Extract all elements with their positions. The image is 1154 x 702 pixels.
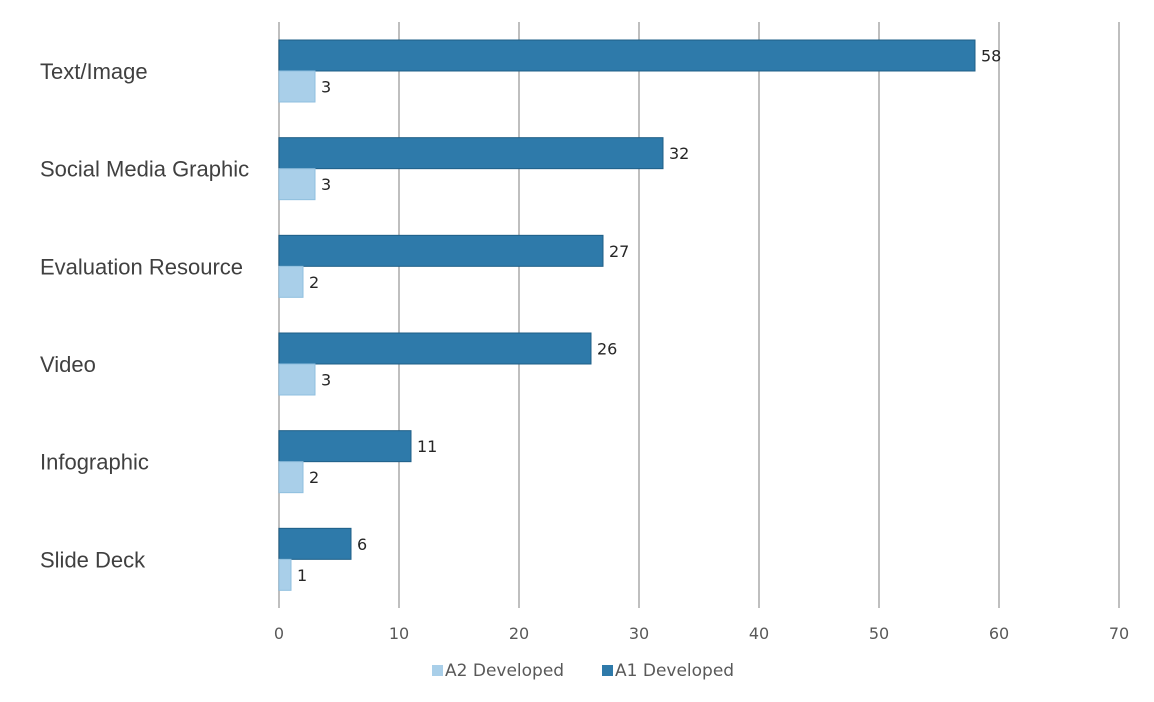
bar-a2-developed-video — [278, 363, 316, 396]
bar-a2-developed-infographic — [278, 461, 304, 494]
value-axis: 0 10 20 30 40 50 60 70 — [274, 624, 1129, 643]
data-label-a2-developed-social-media-graphic: 3 — [321, 175, 331, 194]
bar-a1-developed-infographic — [278, 430, 412, 463]
bar-a1-developed-social-media-graphic — [278, 137, 664, 170]
bars — [278, 39, 976, 591]
data-label-a2-developed-infographic: 2 — [309, 468, 319, 487]
data-label-a2-developed-slide-deck: 1 — [297, 566, 307, 585]
data-label-a1-developed-social-media-graphic: 32 — [669, 144, 689, 163]
category-label-social-media-graphic: Social Media Graphic — [40, 157, 249, 182]
data-label-a2-developed-text-image: 3 — [321, 78, 331, 97]
legend-swatch-a2-developed — [432, 665, 443, 676]
x-tick-label: 20 — [509, 624, 529, 643]
category-label-slide-deck: Slide Deck — [40, 547, 146, 572]
category-axis: Text/Image Social Media Graphic Evaluation… — [40, 59, 249, 572]
x-tick-label: 70 — [1109, 624, 1129, 643]
data-label-a2-developed-video: 3 — [321, 371, 331, 390]
bar-a1-developed-video — [278, 332, 592, 365]
bar-a2-developed-text-image — [278, 70, 316, 103]
x-tick-label: 10 — [389, 624, 409, 643]
x-tick-label: 0 — [274, 624, 284, 643]
x-tick-label: 40 — [749, 624, 769, 643]
bar-a1-developed-text-image — [278, 39, 976, 72]
bar-a2-developed-slide-deck — [278, 558, 292, 591]
legend-label-a2-developed: A2 Developed — [445, 661, 564, 681]
bar-a1-developed-slide-deck — [278, 527, 352, 560]
category-label-text-image: Text/Image — [40, 59, 148, 84]
category-label-evaluation-resource: Evaluation Resource — [40, 254, 243, 279]
legend-label-a1-developed: A1 Developed — [615, 661, 734, 681]
x-tick-label: 60 — [989, 624, 1009, 643]
x-tick-label: 30 — [629, 624, 649, 643]
data-label-a1-developed-evaluation-resource: 27 — [609, 242, 629, 261]
bar-a2-developed-social-media-graphic — [278, 168, 316, 201]
data-label-a1-developed-video: 26 — [597, 340, 617, 359]
data-label-a2-developed-evaluation-resource: 2 — [309, 273, 319, 292]
x-tick-label: 50 — [869, 624, 889, 643]
bar-a1-developed-evaluation-resource — [278, 234, 604, 267]
category-label-infographic: Infographic — [40, 450, 149, 475]
legend: A2 Developed A1 Developed — [432, 661, 734, 681]
category-label-video: Video — [40, 352, 96, 377]
data-label-a1-developed-infographic: 11 — [417, 437, 437, 456]
gridlines — [278, 22, 1120, 608]
data-label-a1-developed-slide-deck: 6 — [357, 535, 367, 554]
data-label-a1-developed-text-image: 58 — [981, 47, 1001, 66]
bar-a2-developed-evaluation-resource — [278, 265, 304, 298]
legend-swatch-a1-developed — [602, 665, 613, 676]
